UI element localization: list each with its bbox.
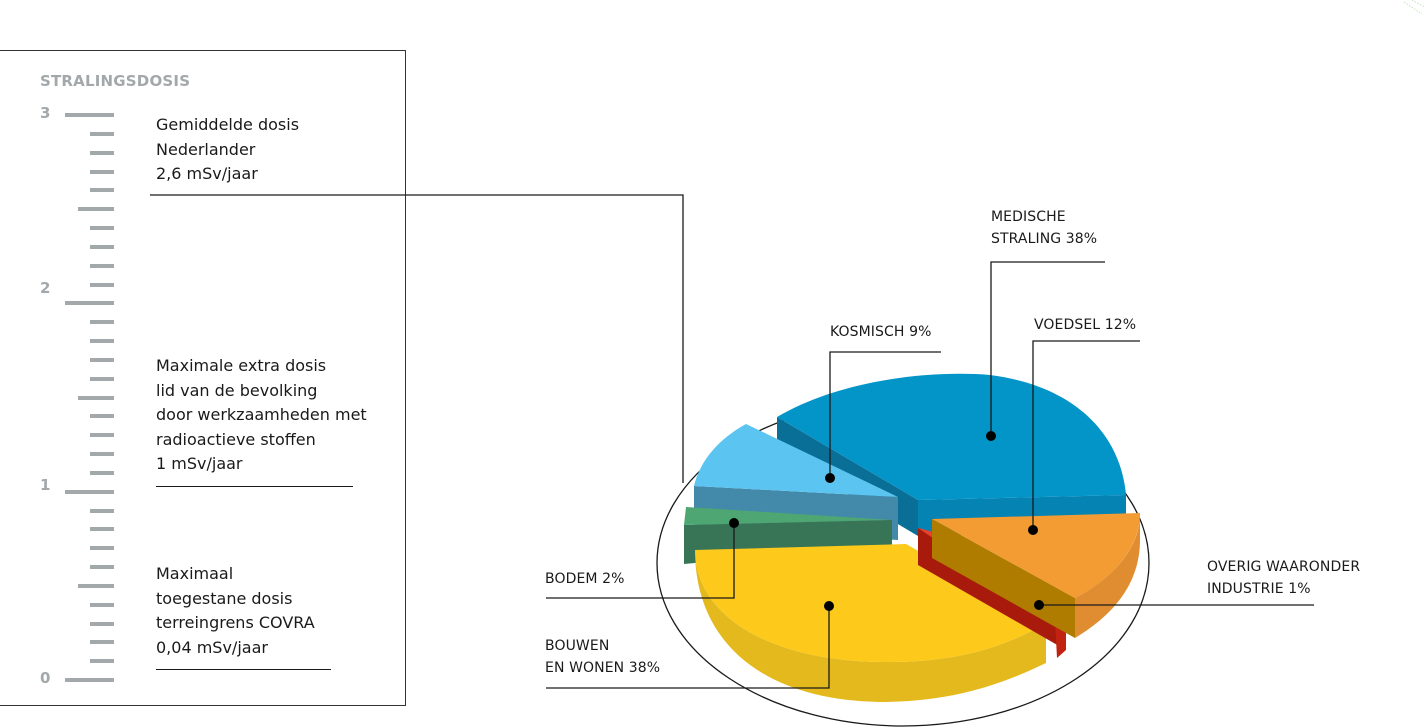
ruler-minor-tick <box>90 414 114 419</box>
ruler-major-tick <box>65 489 114 494</box>
ruler-minor-tick <box>90 565 114 569</box>
ruler-minor-tick <box>90 169 114 174</box>
ruler-minor-tick <box>90 226 114 230</box>
tick-label-1: 1 <box>40 476 51 494</box>
leader-average-dose <box>150 194 684 483</box>
ruler-minor-tick <box>90 263 114 268</box>
ruler-minor-tick <box>90 621 114 626</box>
ruler-minor-tick <box>90 357 114 362</box>
ruler-minor-tick <box>90 244 114 249</box>
note-covra-dose-underline <box>156 669 331 670</box>
ruler-minor-tick <box>90 433 114 438</box>
ruler-major-tick <box>65 301 114 306</box>
ruler-major-tick <box>65 113 114 117</box>
ruler-minor-tick <box>90 376 114 381</box>
note-max-extra-dose-underline <box>156 486 353 487</box>
leader-kosmisch <box>825 351 941 483</box>
ruler-minor-tick <box>90 470 114 475</box>
dose-scale-title: STRALINGSDOSIS <box>40 72 191 90</box>
label-overig: OVERIG WAARONDER INDUSTRIE 1% <box>1207 559 1361 597</box>
label-medische: MEDISCHE STRALING 38% <box>991 209 1098 247</box>
ruler-minor-tick <box>90 508 114 513</box>
label-bouwen: BOUWEN EN WONEN 38% <box>545 638 661 676</box>
leader-medische <box>986 261 1105 441</box>
tick-label-2: 2 <box>40 279 51 297</box>
leader-bodem <box>546 518 739 599</box>
ruler-minor-tick <box>90 527 114 532</box>
ruler-major-tick <box>65 678 114 682</box>
label-kosmisch: KOSMISCH 9% <box>830 324 932 340</box>
ruler-minor-tick <box>90 546 114 551</box>
ruler-minor-tick <box>90 339 114 343</box>
ruler-minor-tick <box>90 452 114 456</box>
note-max-extra-dose: Maximale extra dosis lid van de bevolkin… <box>156 356 367 473</box>
ruler-minor-tick <box>90 188 114 193</box>
ruler-minor-tick <box>90 602 114 607</box>
label-bodem: BODEM 2% <box>545 571 625 587</box>
ruler-mid-tick <box>78 583 114 588</box>
ruler-minor-tick <box>90 659 114 664</box>
ruler-minor-tick <box>90 131 114 136</box>
decorative-corner-lines <box>1403 0 1424 15</box>
tick-label-0: 0 <box>40 669 51 687</box>
ruler-minor-tick <box>90 150 114 155</box>
note-covra-dose: Maximaal toegestane dosis terreingrens C… <box>156 564 315 657</box>
tick-label-3: 3 <box>40 104 51 122</box>
leader-bouwen <box>546 601 834 689</box>
label-voedsel: VOEDSEL 12% <box>1034 317 1137 333</box>
ruler-mid-tick <box>78 207 114 212</box>
leader-overig <box>1034 600 1314 610</box>
note-average-dose: Gemiddelde dosis Nederlander 2,6 mSv/jaa… <box>156 115 300 183</box>
ruler-mid-tick <box>78 395 114 400</box>
ruler-minor-tick <box>90 320 114 325</box>
leader-voedsel <box>1028 340 1140 535</box>
dose-scale-panel <box>0 50 406 706</box>
ruler-minor-tick <box>90 282 114 287</box>
ruler-minor-tick <box>90 640 114 645</box>
